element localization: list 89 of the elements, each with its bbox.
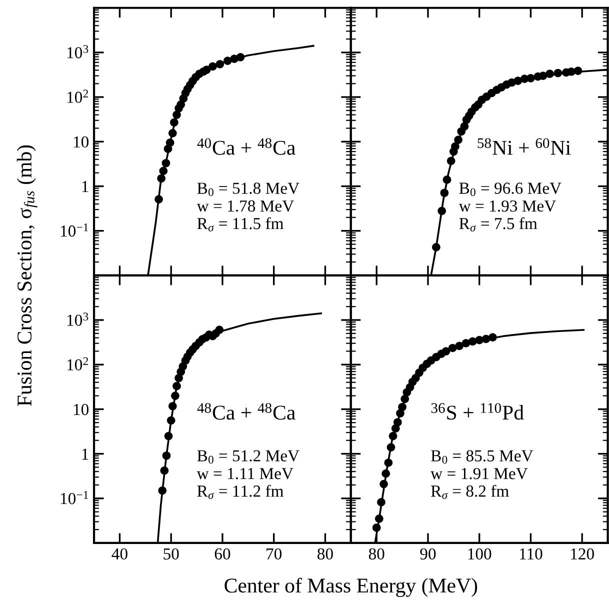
x-tick-label: 80 (368, 548, 384, 560)
point (442, 176, 452, 184)
annotation: w = 1.11 MeV (196, 468, 294, 480)
annotation: w = 1.91 MeV (430, 468, 528, 480)
point (554, 68, 562, 78)
point (158, 486, 167, 495)
y-axis-title: Fusion Cross Section, σ$_{fus}$ (mb) (16, 145, 38, 406)
y-tick-label: 10 (74, 136, 89, 148)
point (526, 74, 535, 82)
point (393, 418, 402, 426)
point (172, 382, 181, 390)
point (215, 326, 224, 334)
y-tick-label: 10 (74, 404, 89, 416)
point (236, 52, 245, 62)
x-tick-label: 50 (164, 548, 179, 560)
y-tick-label: 10$^{−1}$ (60, 223, 88, 237)
point (438, 206, 446, 216)
x-tick-label: 100 (468, 548, 492, 560)
annotation: w = 1.78 MeV (196, 200, 294, 212)
point (159, 166, 168, 176)
x-tick-label: 40 (112, 548, 128, 560)
point (388, 432, 398, 440)
point (216, 60, 224, 68)
point (208, 62, 217, 71)
point (448, 344, 457, 352)
y-tick-label: 10$^{2}$ (67, 357, 88, 370)
x-tick-label: 80 (318, 548, 333, 560)
y-tick-label: 10$^{2}$ (67, 90, 88, 103)
annotation: $^{58}$Ni + $^{60}$Ni (478, 138, 571, 155)
annotation: B$_{0}$ = 51.8 MeV (197, 182, 300, 196)
annotation: R$_{σ}$ = 7.5 fm (459, 217, 538, 232)
annotation: $^{36}$S + $^{110}$Pd (431, 403, 524, 420)
point (488, 333, 497, 342)
y-tick-label: 10$^{3}$ (67, 312, 88, 326)
point (574, 66, 582, 75)
point (460, 122, 469, 131)
point (202, 66, 211, 74)
point (160, 466, 169, 475)
point (398, 402, 406, 412)
point (454, 136, 462, 144)
x-tick-label: 90 (420, 548, 436, 560)
point (162, 451, 171, 460)
annotation: R$_{σ}$ = 8.2 fm (431, 484, 509, 499)
point (374, 514, 384, 523)
point (154, 195, 163, 204)
annotation: R$_{σ}$ = 11.2 fm (197, 484, 284, 499)
y-tick-label: 10$^{3}$ (67, 45, 88, 58)
point (171, 392, 180, 400)
point (170, 118, 178, 127)
point (442, 347, 450, 356)
point (157, 174, 166, 183)
x-tick-label: 110 (520, 548, 542, 560)
point (451, 142, 460, 151)
point (166, 416, 176, 425)
point (440, 188, 449, 198)
point (162, 158, 170, 168)
annotation: R$_{σ}$ = 11.5 fm (197, 217, 284, 232)
point (372, 524, 381, 532)
annotation: w = 1.93 MeV (458, 200, 556, 212)
point (384, 458, 393, 467)
annotation: $^{40}$Ca + $^{48}$Ca (197, 138, 296, 155)
x-axis-title: Center of Mass Energy (MeV) (224, 578, 478, 597)
x-tick-label: 70 (266, 548, 282, 560)
point (377, 498, 386, 506)
point (432, 243, 440, 252)
point (382, 469, 390, 478)
annotation: B$_{0}$ = 96.6 MeV (459, 182, 562, 196)
point (168, 402, 177, 410)
point (380, 480, 388, 488)
point (514, 76, 522, 86)
annotation: B$_{0}$ = 85.5 MeV (431, 450, 534, 464)
point (386, 443, 396, 452)
x-tick-label: 120 (571, 548, 594, 560)
point (446, 156, 456, 166)
point (400, 394, 410, 404)
point (455, 342, 464, 350)
point (546, 70, 554, 78)
annotation: B$_{0}$ = 51.2 MeV (197, 450, 300, 464)
point (567, 68, 576, 76)
x-tick-label: 60 (214, 548, 230, 560)
point (164, 432, 173, 440)
y-tick-label: 1 (82, 448, 88, 460)
point (172, 110, 181, 119)
annotation: $^{48}$Ca + $^{48}$Ca (197, 403, 296, 420)
point (166, 138, 174, 147)
point (168, 129, 177, 138)
point (223, 56, 232, 65)
y-tick-label: 10$^{−1}$ (60, 491, 88, 504)
y-tick-label: 1 (82, 181, 88, 192)
